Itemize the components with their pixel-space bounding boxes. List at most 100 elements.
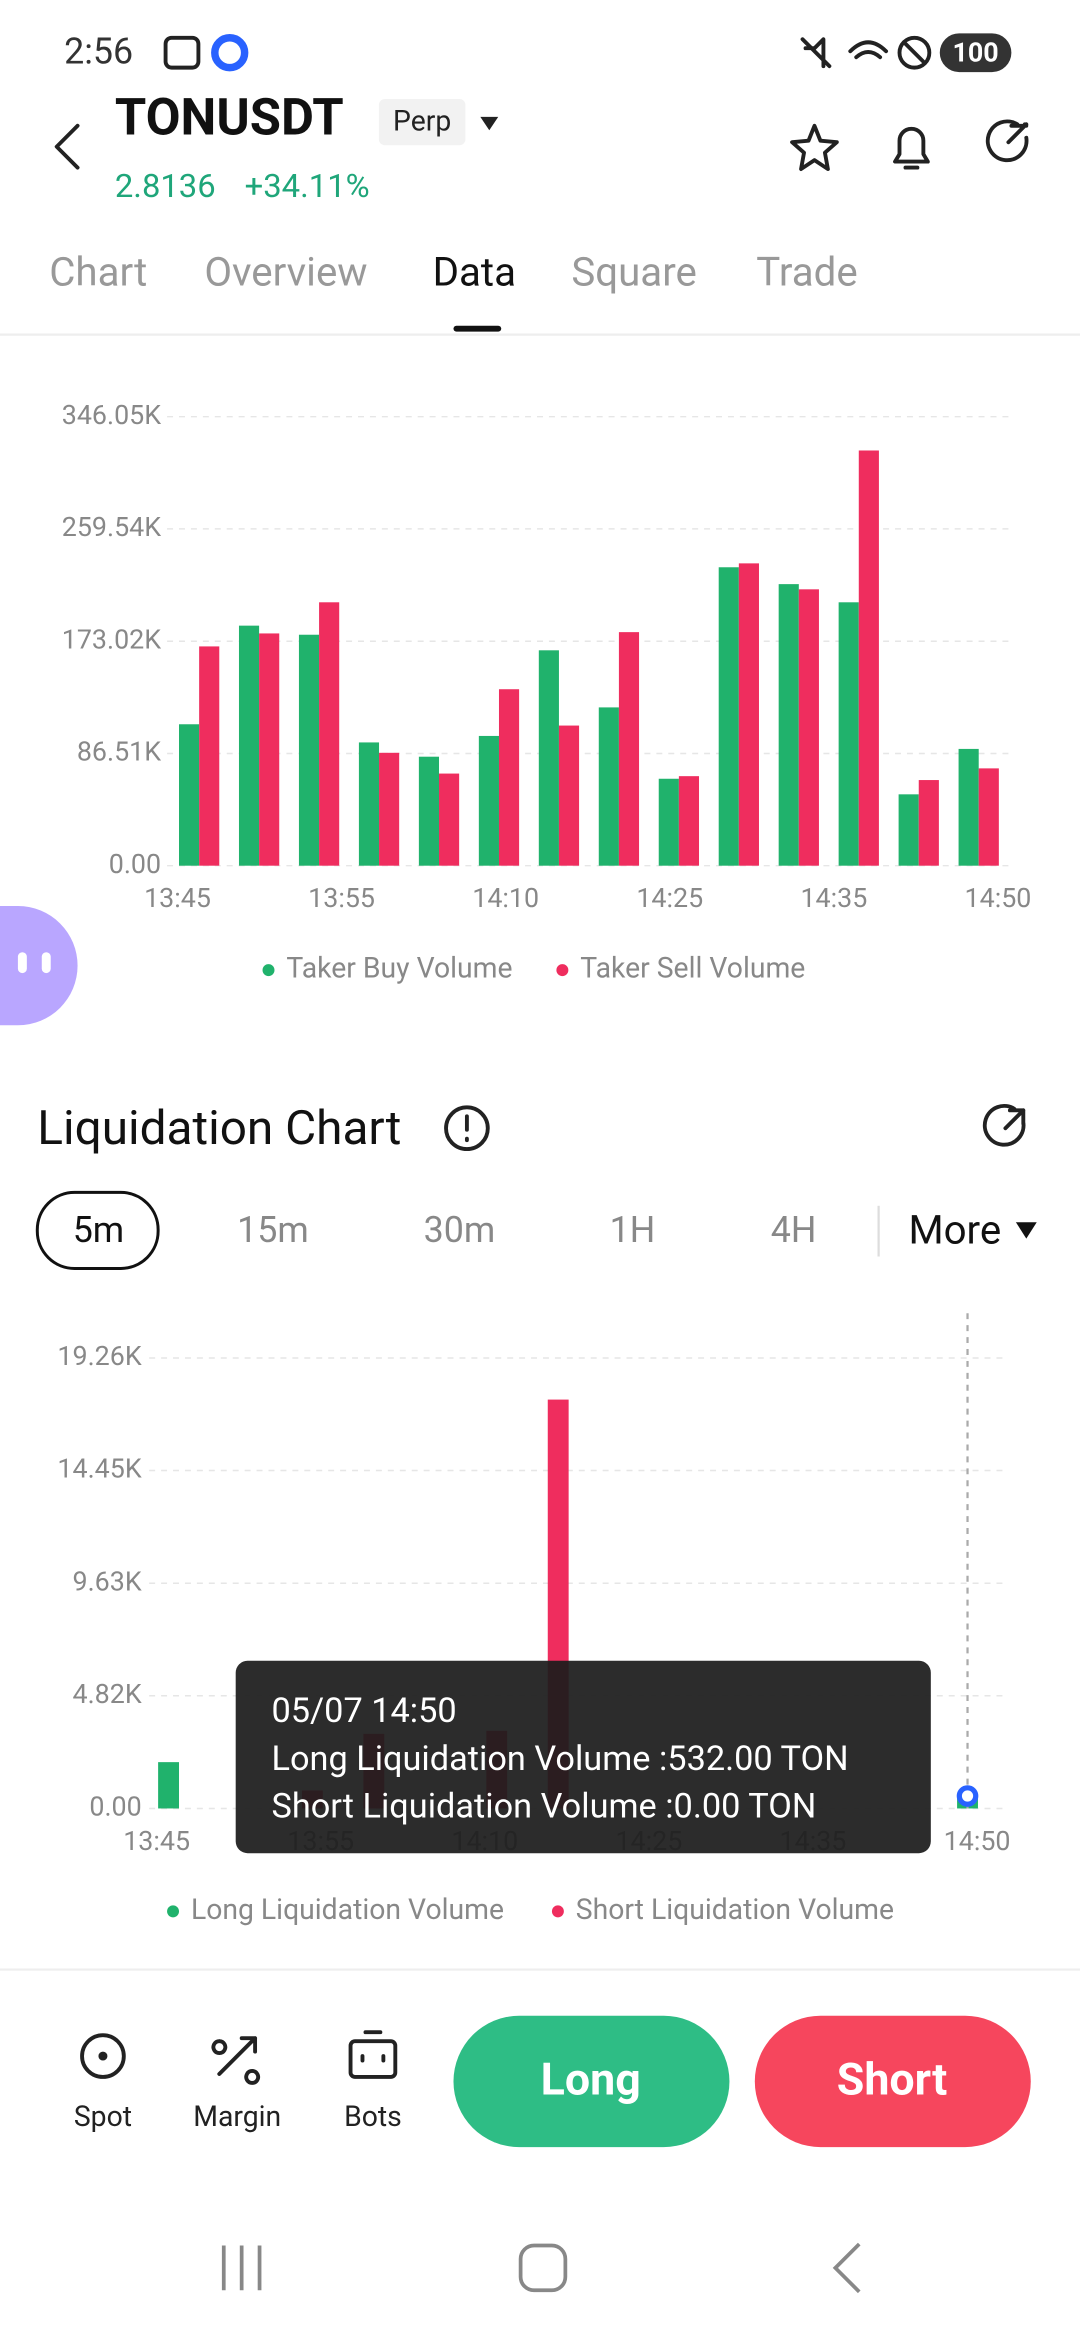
liquidation-chart: 0.004.82K9.63K14.45K19.26K13:4513:5514:1… bbox=[57, 1313, 1011, 1926]
interval[interactable]: 1H bbox=[610, 1209, 656, 1251]
legend-marker bbox=[262, 964, 275, 977]
status-time: 2:56 bbox=[64, 31, 133, 73]
interval[interactable]: 30m bbox=[424, 1209, 496, 1251]
bar bbox=[658, 778, 679, 866]
legend-marker bbox=[167, 1905, 180, 1918]
volume-chart: 0.00 86.51K 173.02K 259.54K 346.05K 13:45 13:5… bbox=[62, 399, 1032, 985]
price: 2.8136 bbox=[115, 168, 216, 206]
bar bbox=[538, 650, 559, 866]
bar bbox=[738, 563, 759, 866]
x-tick-label: 14:50 bbox=[965, 882, 1032, 914]
short-label: Short bbox=[837, 2053, 948, 2106]
tab[interactable]: Trade bbox=[756, 249, 857, 296]
y-tick-label: 0.00 bbox=[89, 1791, 141, 1823]
nav-bar bbox=[221, 2242, 861, 2294]
tab[interactable]: Overview bbox=[204, 249, 367, 296]
tab-indicator bbox=[453, 325, 502, 332]
bar bbox=[838, 602, 859, 866]
interval-selected bbox=[35, 1190, 160, 1270]
status-icons bbox=[163, 33, 1012, 73]
share-button[interactable] bbox=[985, 119, 1029, 163]
badge: Perp bbox=[393, 104, 451, 137]
y-tick-label: 86.51K bbox=[77, 736, 161, 768]
bottom-icons bbox=[80, 2030, 398, 2085]
favorite-button[interactable] bbox=[790, 123, 839, 172]
legend-label: Long Liquidation Volume bbox=[191, 1893, 504, 1926]
bar bbox=[958, 748, 979, 866]
legend-label: Taker Sell Volume bbox=[580, 952, 805, 985]
back-button[interactable] bbox=[54, 123, 80, 170]
x-tick-label: 14:50 bbox=[944, 1825, 1011, 1857]
info-button[interactable] bbox=[444, 1105, 490, 1152]
bar bbox=[498, 689, 520, 866]
interval[interactable]: 4H bbox=[771, 1209, 817, 1251]
bar bbox=[179, 724, 200, 866]
interval[interactable]: 15m bbox=[237, 1209, 309, 1251]
tab[interactable]: Data bbox=[433, 249, 516, 296]
alert-button[interactable] bbox=[893, 126, 930, 170]
tooltip-line: Short Liquidation Volume :0.00 TON bbox=[271, 1787, 816, 1827]
more-button[interactable]: More bbox=[908, 1206, 1001, 1253]
tooltip-title: 05/07 14:50 bbox=[271, 1691, 456, 1731]
y-tick-label: 14.45K bbox=[57, 1453, 141, 1485]
bar bbox=[598, 707, 619, 866]
bar bbox=[618, 632, 640, 866]
interval[interactable]: 5m bbox=[73, 1209, 125, 1251]
legend-label: Short Liquidation Volume bbox=[576, 1893, 894, 1926]
change: +34.11% bbox=[245, 168, 370, 206]
x-tick-label: 14:35 bbox=[800, 882, 867, 914]
bar bbox=[379, 752, 400, 866]
tab[interactable]: Square bbox=[571, 249, 697, 296]
x-tick-label: 14:10 bbox=[472, 882, 539, 914]
bar bbox=[358, 742, 380, 866]
battery: 100 bbox=[952, 36, 998, 68]
bar bbox=[798, 589, 819, 866]
bar bbox=[558, 725, 580, 866]
long-button[interactable] bbox=[453, 2015, 730, 2148]
bottom-bar: Spot Margin Bots bbox=[74, 2100, 402, 2133]
bar bbox=[259, 633, 280, 866]
intervals: 5m 15m 30m 1H 4H bbox=[73, 1209, 817, 1251]
x-tick-label: 14:25 bbox=[636, 882, 703, 914]
y-tick-label: 0.00 bbox=[109, 848, 161, 880]
y-tick-label: 19.26K bbox=[57, 1340, 141, 1372]
nav-item[interactable]: Margin bbox=[193, 2100, 281, 2133]
y-tick-label: 4.82K bbox=[73, 1678, 142, 1710]
share-button[interactable] bbox=[982, 1104, 1026, 1147]
tooltip bbox=[235, 1660, 931, 1854]
bar bbox=[918, 780, 939, 866]
tooltip-line: Long Liquidation Volume :532.00 TON bbox=[271, 1739, 848, 1779]
bar bbox=[718, 567, 739, 866]
bar bbox=[418, 756, 440, 866]
assistant-button[interactable] bbox=[0, 905, 78, 1026]
bar bbox=[858, 450, 879, 866]
y-tick-label: 259.54K bbox=[62, 511, 162, 543]
bar bbox=[478, 735, 499, 866]
bar bbox=[238, 625, 260, 866]
y-tick-label: 346.05K bbox=[62, 399, 162, 431]
bar bbox=[439, 773, 460, 866]
legend-marker bbox=[556, 964, 569, 977]
symbol: TONUSDT bbox=[115, 89, 344, 148]
long-label: Long bbox=[541, 2053, 641, 2106]
bar bbox=[978, 768, 999, 866]
legend-label: Taker Buy Volume bbox=[286, 952, 512, 985]
badge-bg bbox=[378, 98, 466, 146]
hover-point bbox=[956, 1785, 979, 1807]
tab[interactable]: Chart bbox=[49, 249, 147, 296]
y-tick-label: 9.63K bbox=[73, 1565, 142, 1597]
bar bbox=[199, 646, 220, 866]
bar bbox=[158, 1762, 180, 1809]
bar bbox=[319, 602, 340, 866]
bar bbox=[678, 776, 700, 866]
symbol-dropdown[interactable] bbox=[480, 116, 499, 131]
legend-marker bbox=[551, 1905, 564, 1918]
nav-item[interactable]: Spot bbox=[74, 2100, 132, 2133]
nav-item[interactable]: Bots bbox=[344, 2100, 402, 2133]
x-tick-label: 13:45 bbox=[144, 882, 211, 914]
tabs: Chart Overview Data Square Trade bbox=[49, 249, 857, 296]
y-tick-label: 173.02K bbox=[62, 623, 162, 655]
short-button[interactable] bbox=[754, 2015, 1031, 2148]
bar bbox=[298, 634, 320, 866]
